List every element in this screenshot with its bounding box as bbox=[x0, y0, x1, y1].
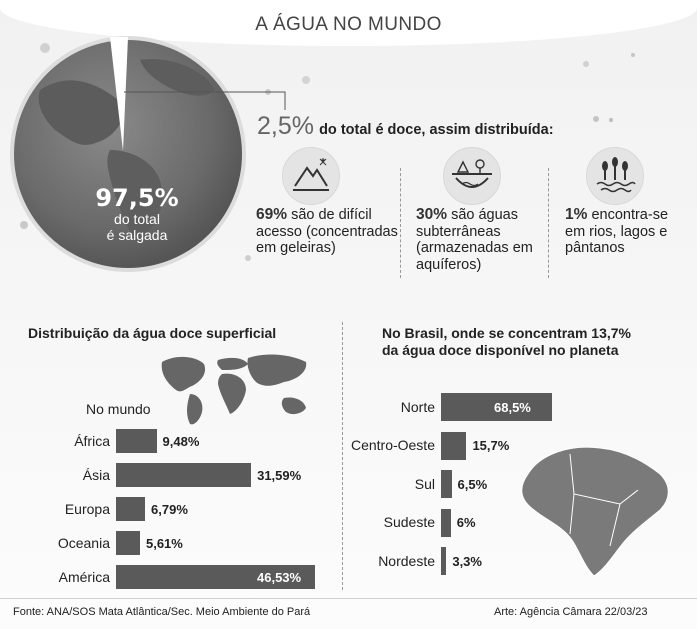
world-chart-bar bbox=[116, 429, 157, 453]
category-wetland-pct: 1% bbox=[565, 206, 588, 223]
brazil-chart-bar bbox=[441, 431, 467, 460]
globe-graphic bbox=[10, 36, 635, 272]
brazil-chart-value-label: 15,7% bbox=[472, 438, 510, 453]
world-chart-bar bbox=[116, 463, 252, 487]
headline-text: do total é doce, assim distribuída: bbox=[319, 122, 554, 138]
world-chart-category-label: África bbox=[74, 432, 110, 449]
globe-label: 97,5% do total é salgada bbox=[92, 185, 182, 243]
world-chart-category-label: Europa bbox=[64, 500, 110, 517]
category-wetland-line-1: encontra-se bbox=[591, 207, 669, 223]
separator-2 bbox=[548, 168, 549, 278]
brazil-chart-bar bbox=[441, 470, 452, 498]
brazil-chart-category-label: Sul bbox=[414, 475, 435, 492]
glacier-icon bbox=[282, 147, 340, 205]
right-panel-title-line-1: No Brasil, onde se concentram 13,7% bbox=[382, 325, 631, 341]
fresh-water-headline: 2,5% do total é doce, assim distribuída: bbox=[257, 112, 554, 141]
category-wetland-line-2: em rios, lagos e bbox=[565, 223, 668, 240]
world-chart-value-label: 46,53% bbox=[257, 569, 302, 585]
right-panel-title-line-2: da água doce disponível no planeta bbox=[382, 342, 619, 358]
right-panel-title: No Brasil, onde se concentram 13,7% da á… bbox=[382, 325, 631, 359]
category-wetland: 1% encontra-se em rios, lagos e pântanos bbox=[565, 206, 695, 257]
brazil-chart-category-label: Centro-Oeste bbox=[350, 437, 435, 453]
category-glacier: 69% são de difícil acesso (concentradas … bbox=[256, 206, 401, 257]
headline-percent: 2,5% bbox=[257, 112, 314, 140]
brazil-chart-value-label: 6% bbox=[456, 515, 476, 530]
category-aquifer-line-3: (armazenadas em bbox=[416, 240, 533, 256]
world-chart-value-label: 5,61% bbox=[145, 535, 183, 551]
brazil-chart-value-label: 3,3% bbox=[452, 553, 482, 569]
left-panel-title: Distribuição da água doce superficial bbox=[28, 325, 277, 341]
category-wetland-line-3: pântanos bbox=[565, 240, 625, 256]
globe-line-1: do total bbox=[114, 211, 160, 227]
category-aquifer-line-4: aquíferos) bbox=[416, 256, 482, 273]
world-map-icon bbox=[161, 354, 307, 425]
world-chart-bar bbox=[116, 565, 315, 589]
footer-rule bbox=[0, 598, 697, 599]
world-chart-bar bbox=[116, 531, 140, 555]
world-chart-value-label: 9,48% bbox=[162, 433, 200, 449]
brazil-chart-category-label: Sudeste bbox=[383, 514, 435, 530]
category-glacier-pct: 69% bbox=[256, 206, 288, 223]
brazil-map-icon bbox=[521, 446, 669, 577]
world-chart-category-label: Ásia bbox=[82, 466, 110, 483]
footer-source: Fonte: ANA/SOS Mata Atlântica/Sec. Meio … bbox=[13, 606, 311, 618]
aquifer-icon bbox=[443, 147, 501, 205]
world-chart-category-label: América bbox=[58, 568, 110, 585]
category-aquifer-line-1: são águas bbox=[451, 207, 518, 223]
world-chart-value-label: 6,79% bbox=[151, 501, 188, 517]
wetland-icon bbox=[586, 147, 644, 205]
category-aquifer: 30% são águas subterrâneas (armazenadas … bbox=[416, 206, 548, 273]
globe-line-2: é salgada bbox=[106, 227, 168, 243]
world-chart-category-label: Oceania bbox=[57, 534, 110, 551]
category-glacier-line-3: em geleiras) bbox=[256, 240, 336, 256]
world-chart-bar bbox=[116, 497, 146, 521]
brazil-chart-bar bbox=[441, 508, 451, 537]
brazil-chart-category-label: Nordeste bbox=[378, 552, 435, 569]
brazil-chart-bar bbox=[441, 393, 552, 421]
category-aquifer-line-2: subterrâneas bbox=[416, 223, 501, 240]
brazil-chart-value-label: 68,5% bbox=[494, 399, 531, 415]
brazil-chart-category-label: Norte bbox=[400, 398, 435, 415]
brazil-chart-value-label: 6,5% bbox=[457, 476, 488, 492]
category-glacier-line-2: acesso (concentradas bbox=[256, 223, 398, 240]
brazil-chart-bar bbox=[441, 547, 447, 575]
separator-middle bbox=[342, 322, 343, 590]
category-aquifer-pct: 30% bbox=[416, 206, 448, 223]
page-title: A ÁGUA NO MUNDO bbox=[255, 14, 442, 35]
world-chart-subtitle: No mundo bbox=[86, 401, 151, 417]
category-glacier-line-1: são de difícil bbox=[291, 207, 372, 223]
separator-1 bbox=[400, 168, 401, 278]
footer-credit: Arte: Agência Câmara 22/03/23 bbox=[494, 606, 648, 618]
world-chart-value-label: 31,59% bbox=[257, 467, 302, 483]
globe-percent: 97,5% bbox=[95, 184, 179, 212]
